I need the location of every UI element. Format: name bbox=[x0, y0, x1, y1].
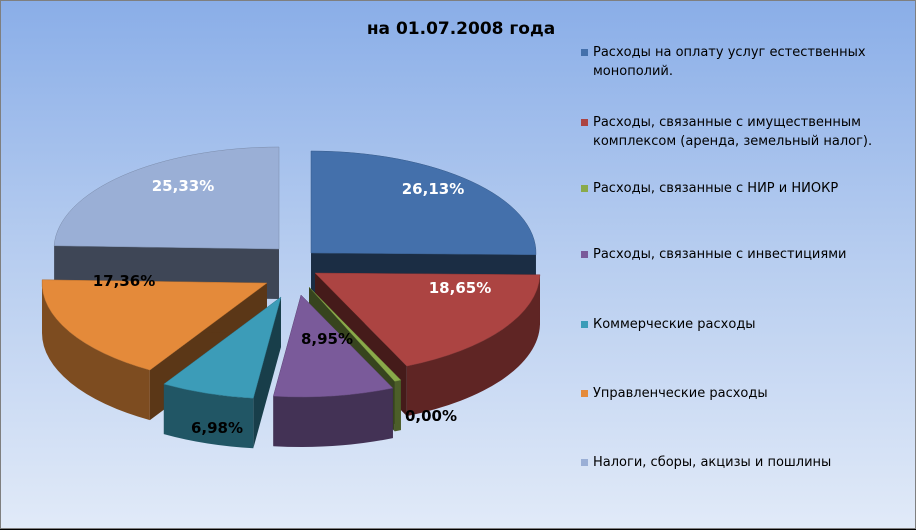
legend-swatch bbox=[581, 119, 588, 126]
slice-6 bbox=[41, 279, 268, 371]
legend-item-1: Расходы на оплату услуг естественных мон… bbox=[581, 43, 906, 81]
slice-5 bbox=[163, 296, 282, 399]
slice-7 bbox=[53, 146, 280, 250]
slice-4 bbox=[272, 294, 394, 398]
legend-item-2: Расходы, связанные с имущественным компл… bbox=[581, 113, 906, 151]
legend-swatch bbox=[581, 459, 588, 466]
data-label-1: 26,13% bbox=[402, 180, 464, 198]
data-label-6: 17,36% bbox=[93, 272, 155, 290]
legend-item-6: Управленческие расходы bbox=[581, 384, 906, 403]
legend-label: Расходы на оплату услуг естественных мон… bbox=[593, 45, 866, 79]
data-label-3: 0,00% bbox=[405, 407, 457, 425]
legend-label: Расходы, связанные с инвестициями bbox=[593, 247, 847, 262]
data-label-5: 6,98% bbox=[191, 419, 243, 437]
slice-2 bbox=[314, 272, 541, 367]
slice-3 bbox=[308, 286, 402, 382]
legend-label: Управленческие расходы bbox=[593, 386, 768, 401]
legend-swatch bbox=[581, 49, 588, 56]
data-label-7: 25,33% bbox=[152, 177, 214, 195]
data-label-4: 8,95% bbox=[301, 330, 353, 348]
legend-swatch bbox=[581, 251, 588, 258]
legend-label: Коммерческие расходы bbox=[593, 317, 756, 332]
legend-label: Налоги, сборы, акцизы и пошлины bbox=[593, 455, 832, 470]
legend-swatch bbox=[581, 390, 588, 397]
legend-label: Расходы, связанные с НИР и НИОКР bbox=[593, 181, 839, 196]
legend-label: Расходы, связанные с имущественным компл… bbox=[593, 115, 873, 149]
data-label-2: 18,65% bbox=[429, 279, 491, 297]
legend-item-5: Коммерческие расходы bbox=[581, 315, 906, 334]
legend-swatch bbox=[581, 185, 588, 192]
chart-title: на 01.07.2008 года bbox=[366, 19, 556, 39]
slice-1 bbox=[310, 150, 537, 255]
legend-item-4: Расходы, связанные с инвестициями bbox=[581, 245, 906, 264]
legend-item-7: Налоги, сборы, акцизы и пошлины bbox=[581, 453, 906, 472]
legend-swatch bbox=[581, 321, 588, 328]
legend-item-3: Расходы, связанные с НИР и НИОКР bbox=[581, 179, 906, 198]
